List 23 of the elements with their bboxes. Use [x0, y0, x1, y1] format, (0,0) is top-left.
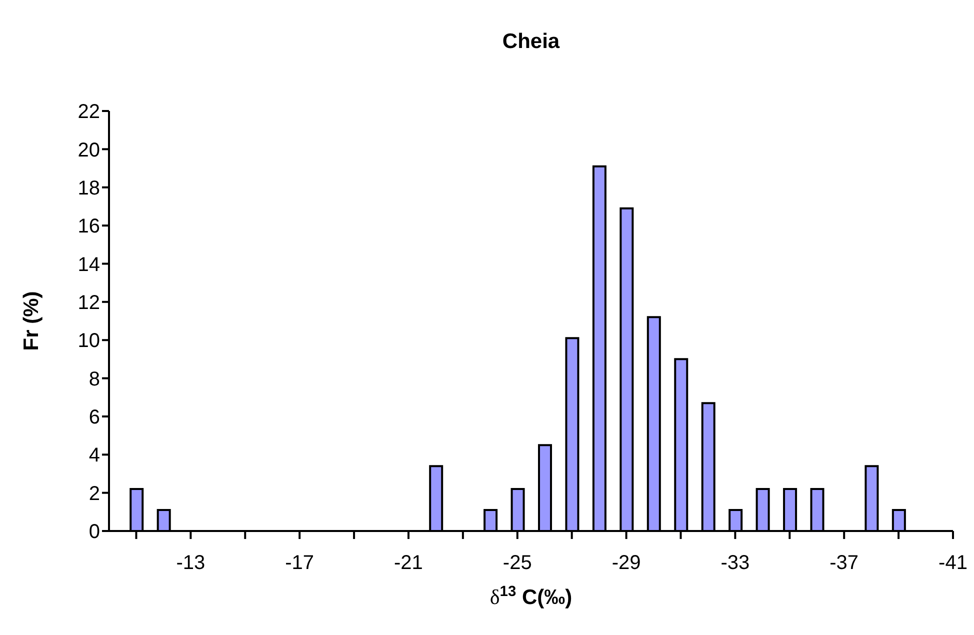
- x-tick-label: -25: [502, 552, 532, 574]
- x-tick-label: -37: [830, 552, 859, 574]
- y-tick-label: 14: [78, 254, 100, 276]
- x-tick-label: -13: [176, 552, 206, 574]
- y-tick-label: 10: [78, 330, 100, 352]
- y-tick-label: 6: [88, 406, 100, 429]
- y-tick-label: 20: [78, 139, 100, 162]
- y-tick-label: 16: [78, 216, 100, 238]
- x-tick-label: -41: [938, 552, 968, 574]
- chart-title: Cheia: [502, 30, 560, 53]
- x-tick-label: -21: [394, 552, 423, 574]
- x-axis-title: δ$^{13}$ C(‰): [490, 584, 572, 609]
- y-tick-label: 18: [78, 177, 100, 200]
- y-tick-label: 2: [88, 482, 100, 505]
- x-tick-label: -33: [720, 552, 750, 574]
- x-tick-label: -17: [285, 552, 314, 574]
- y-tick-label: 0: [88, 521, 100, 544]
- y-axis-title: Fr (%): [20, 291, 43, 351]
- y-tick-label: 12: [78, 292, 100, 314]
- x-tick-label: -29: [612, 552, 641, 574]
- y-tick-label: 4: [88, 444, 100, 467]
- y-tick-label: 22: [78, 101, 100, 124]
- y-tick-label: 8: [88, 368, 100, 390]
